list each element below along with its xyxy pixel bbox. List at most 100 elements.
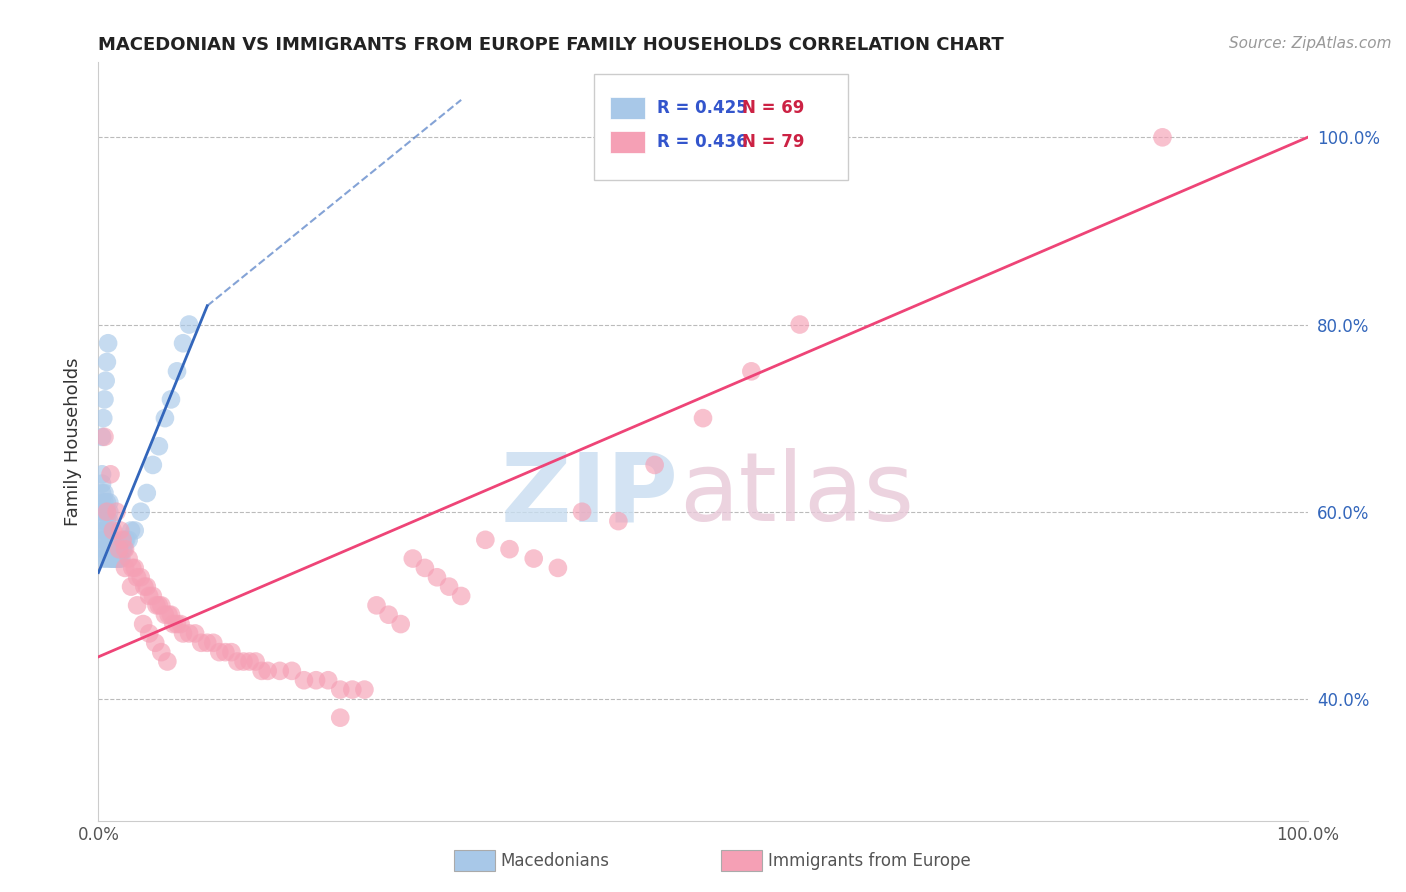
Text: atlas: atlas	[679, 448, 914, 541]
Point	[91, 430, 114, 444]
Point	[97, 551, 120, 566]
Point	[150, 599, 173, 613]
Point	[329, 682, 352, 697]
Point	[94, 374, 117, 388]
Point	[250, 664, 273, 678]
Point	[740, 364, 762, 378]
Point	[93, 486, 115, 500]
Point	[100, 542, 122, 557]
Point	[100, 551, 122, 566]
Point	[118, 551, 141, 566]
Point	[135, 580, 157, 594]
Point	[100, 542, 122, 557]
Point	[93, 392, 115, 407]
Point	[153, 411, 176, 425]
Point	[93, 430, 115, 444]
Text: Source: ZipAtlas.com: Source: ZipAtlas.com	[1229, 36, 1392, 51]
Point	[101, 542, 124, 557]
Point	[118, 533, 141, 547]
Text: R = 0.436: R = 0.436	[657, 133, 748, 151]
Text: R = 0.425: R = 0.425	[657, 99, 748, 117]
Point	[93, 495, 115, 509]
Point	[101, 524, 124, 538]
Point	[103, 542, 125, 557]
Point	[239, 655, 262, 669]
Point	[413, 561, 436, 575]
Point	[498, 542, 520, 557]
Text: N = 69: N = 69	[742, 99, 804, 117]
Point	[148, 599, 170, 613]
Point	[156, 655, 179, 669]
Point	[105, 542, 128, 557]
Point	[96, 355, 118, 369]
Point	[91, 533, 114, 547]
Point	[607, 514, 630, 528]
Point	[91, 505, 114, 519]
Point	[269, 664, 291, 678]
Point	[94, 551, 117, 566]
Point	[195, 636, 218, 650]
Point	[329, 711, 352, 725]
Point	[91, 524, 114, 538]
Point	[96, 505, 118, 519]
Point	[121, 561, 143, 575]
Point	[143, 636, 166, 650]
Point	[115, 533, 138, 547]
Point	[169, 617, 191, 632]
Point	[105, 551, 128, 566]
Point	[129, 570, 152, 584]
Point	[93, 505, 115, 519]
Point	[107, 542, 129, 557]
Point	[172, 626, 194, 640]
Text: N = 79: N = 79	[742, 133, 804, 151]
Point	[91, 467, 114, 482]
Y-axis label: Family Households: Family Households	[63, 358, 82, 525]
Point	[96, 495, 118, 509]
Point	[179, 626, 201, 640]
Point	[221, 645, 243, 659]
Point	[450, 589, 472, 603]
Point	[190, 636, 212, 650]
Point	[94, 542, 117, 557]
Point	[145, 599, 167, 613]
Point	[138, 589, 160, 603]
Point	[232, 655, 254, 669]
Point	[104, 542, 127, 557]
Point	[120, 524, 142, 538]
Point	[256, 664, 278, 678]
Point	[124, 524, 146, 538]
Point	[93, 514, 115, 528]
Point	[100, 467, 122, 482]
Point	[98, 505, 121, 519]
Point	[129, 505, 152, 519]
Point	[114, 533, 136, 547]
Point	[142, 589, 165, 603]
Point	[111, 533, 134, 547]
Point	[148, 439, 170, 453]
Point	[402, 551, 425, 566]
Point	[132, 617, 155, 632]
Point	[166, 364, 188, 378]
Point	[142, 458, 165, 472]
Point	[97, 336, 120, 351]
Point	[160, 607, 183, 622]
Point	[389, 617, 412, 632]
Point	[100, 533, 122, 547]
Point	[114, 561, 136, 575]
Point	[214, 645, 236, 659]
Point	[127, 570, 149, 584]
Point	[342, 682, 364, 697]
Point	[108, 551, 131, 566]
Point	[91, 542, 114, 557]
Point	[104, 551, 127, 566]
Point	[97, 524, 120, 538]
Point	[692, 411, 714, 425]
Point	[100, 551, 122, 566]
Point	[644, 458, 666, 472]
Point	[179, 318, 201, 332]
Text: Immigrants from Europe: Immigrants from Europe	[768, 852, 970, 870]
Point	[547, 561, 569, 575]
Point	[114, 542, 136, 557]
Point	[98, 495, 121, 509]
Point	[124, 561, 146, 575]
